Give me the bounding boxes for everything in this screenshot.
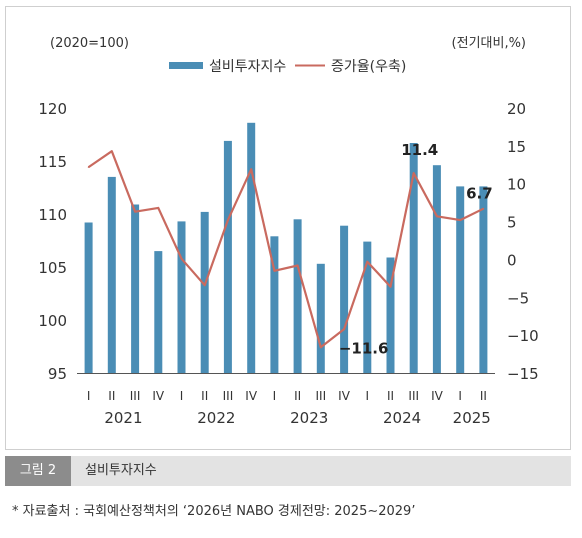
x-tick-label: IV: [245, 389, 258, 403]
x-tick-label: I: [458, 389, 462, 403]
line-point: [227, 219, 229, 221]
x-tick-label: I: [87, 389, 91, 403]
x-tick-label: II: [387, 389, 394, 403]
bar: [316, 263, 325, 373]
chart-frame: −11.6 11.4 6.7 95 100 105 110 115 120 −15 −10 −5 0 5…: [5, 6, 571, 450]
x-year-label: 2022: [197, 409, 235, 427]
y-right-tick-label: 0: [507, 251, 517, 269]
line-point: [111, 150, 113, 152]
y-right-tick-label: 20: [507, 100, 526, 118]
bar: [107, 176, 116, 373]
bar: [223, 140, 232, 373]
line-point: [273, 270, 276, 272]
figure-caption-bar: 그림 2 설비투자지수: [5, 456, 571, 486]
line-point: [157, 207, 160, 209]
bar: [340, 225, 349, 373]
x-tick-label: I: [366, 389, 370, 403]
bar: [84, 222, 93, 373]
y-left-tick-label: 105: [38, 259, 67, 277]
line-point: [343, 328, 345, 330]
bar: [131, 204, 140, 373]
bar: [270, 236, 279, 373]
bar: [409, 143, 418, 373]
y-left-unit-label: (2020=100): [50, 36, 129, 51]
data-label: −11.6: [339, 339, 389, 357]
bar: [363, 241, 372, 373]
x-tick-label: II: [294, 389, 301, 403]
y-right-tick-label: −15: [507, 365, 539, 383]
data-label: 11.4: [401, 141, 438, 159]
x-tick-label: IV: [152, 389, 165, 403]
line-point: [134, 210, 136, 213]
line-series: −11.6 11.4 6.7: [87, 141, 493, 357]
line-point: [482, 207, 485, 210]
line-point: [250, 168, 252, 171]
line-point: [87, 166, 90, 168]
line-point: [412, 172, 415, 174]
line-point: [296, 264, 299, 267]
x-tick-label: I: [273, 389, 277, 403]
data-label: 6.7: [466, 185, 493, 203]
x-tick-label: IV: [338, 389, 351, 403]
bar-series: [84, 122, 488, 373]
x-tick-label: III: [130, 389, 141, 403]
line-point: [320, 346, 322, 349]
x-tick-label: IV: [431, 389, 444, 403]
x-tick-label: II: [201, 389, 208, 403]
x-tick-label: III: [408, 389, 419, 403]
y-right-tick-label: 15: [507, 138, 526, 156]
x-tick-label: I: [180, 389, 184, 403]
y-right-unit-label: (전기대비,%): [452, 36, 526, 51]
x-year-label: 2021: [104, 409, 142, 427]
x-tick-label: II: [108, 389, 115, 403]
x-tick-label: II: [480, 389, 487, 403]
y-right-tick-label: 5: [507, 214, 517, 232]
y-right-tick-label: −10: [507, 327, 539, 345]
line-point: [436, 215, 438, 218]
legend-label-line: 증가율(우축): [331, 59, 406, 75]
source-note: * 자료출처 : 국회예산정책처의 ‘2026년 NABO 경제전망: 2025…: [12, 504, 416, 519]
y-left-tick-label: 95: [48, 365, 67, 383]
figure-title: 설비투자지수: [85, 463, 157, 478]
line-point: [389, 285, 392, 288]
bar: [456, 186, 465, 373]
legend: 설비투자지수 증가율(우축): [169, 59, 406, 75]
y-left-tick-label: 120: [38, 100, 67, 118]
y-right-tick-label: −5: [507, 289, 529, 307]
bar: [177, 221, 186, 373]
bar: [432, 165, 441, 373]
x-tick-label: III: [316, 389, 327, 403]
growth-rate-line: [87, 150, 484, 349]
figure-number: 그림 2: [5, 456, 71, 486]
bar: [200, 211, 209, 373]
y-left-tick-label: 100: [38, 312, 67, 330]
y-left-tick-label: 110: [38, 206, 67, 224]
bar: [479, 186, 488, 373]
bar: [154, 251, 163, 373]
y-right-tick-label: 10: [507, 176, 526, 194]
x-year-label: 2025: [453, 409, 491, 427]
bar: [247, 122, 256, 373]
bar: [293, 219, 302, 373]
x-year-label: 2024: [383, 409, 421, 427]
line-point: [366, 260, 369, 263]
line-point: [203, 284, 206, 287]
y-left-tick-label: 115: [38, 153, 67, 171]
x-year-label: 2023: [290, 409, 328, 427]
bar: [386, 257, 395, 373]
chart: −11.6 11.4 6.7 95 100 105 110 115 120 −15 −10 −5 0 5…: [38, 36, 538, 427]
legend-label-bar: 설비투자지수: [209, 59, 286, 75]
legend-swatch-bar: [169, 62, 203, 69]
line-point: [459, 219, 462, 221]
x-tick-label: III: [223, 389, 234, 403]
line-point: [180, 257, 183, 260]
